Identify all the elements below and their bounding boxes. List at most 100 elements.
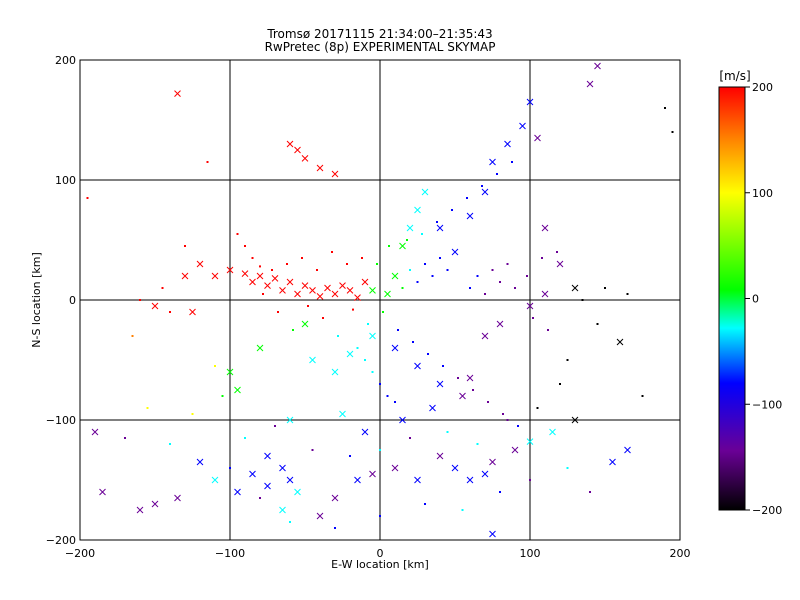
data-point-dot [476, 443, 479, 445]
data-point-x [354, 294, 361, 301]
data-point-x [279, 287, 286, 294]
data-point-dot [446, 431, 449, 433]
data-point-dot [581, 299, 584, 301]
data-point-x [196, 260, 204, 268]
data-point-dot [244, 245, 246, 247]
data-point-dot [491, 269, 494, 271]
data-point-x [286, 140, 294, 148]
data-point-x [481, 332, 489, 340]
data-point-x [256, 344, 264, 352]
x-axis-label: E-W location [km] [331, 558, 429, 571]
data-point-dot [221, 395, 224, 397]
data-point-x [294, 488, 301, 496]
data-point-dot [517, 425, 519, 427]
data-point-dot [356, 347, 359, 349]
data-point-dot [364, 359, 366, 361]
data-point-dot [439, 257, 441, 259]
data-point-dot [361, 257, 363, 259]
data-point-dot [416, 281, 419, 283]
colorbar-tick-label: 100 [752, 187, 773, 200]
data-point-x [481, 188, 489, 196]
data-point-x [271, 275, 279, 282]
data-point-dot [409, 437, 411, 439]
data-point-x [436, 224, 444, 232]
y-tick-label: 200 [55, 54, 76, 67]
data-point-x [294, 290, 301, 298]
data-point-x [384, 290, 391, 298]
data-point-x [226, 368, 234, 376]
data-point-x [489, 458, 496, 466]
x-tick-label: 100 [520, 547, 541, 560]
data-point-dot [259, 265, 261, 268]
data-point-dot [461, 509, 464, 511]
data-point-dot [556, 251, 558, 253]
data-point-x [481, 470, 489, 478]
data-point-x [331, 494, 339, 502]
data-point-dot [481, 185, 483, 187]
data-point-x [91, 428, 99, 436]
data-point-dot [476, 275, 479, 277]
data-point-dot [124, 437, 126, 439]
data-point-x [466, 212, 474, 220]
data-point-dot [346, 263, 348, 265]
data-point-dot [244, 437, 246, 439]
data-point-x [264, 282, 271, 289]
y-tick-label: −100 [46, 414, 76, 427]
data-point-x [99, 488, 106, 496]
data-point-dot [532, 317, 534, 319]
data-point-dot [487, 401, 489, 403]
data-point-dot [671, 131, 674, 133]
colorbar-ticks: 200 100 0 −100 −200 [745, 81, 782, 517]
data-point-x [624, 446, 631, 454]
colorbar-tick-label: 0 [752, 293, 759, 306]
data-point-x [324, 284, 331, 292]
data-point-x [331, 368, 339, 376]
data-point-dot [559, 383, 561, 385]
data-point-x [234, 386, 241, 394]
data-point-dot [641, 395, 644, 397]
data-point-dot [271, 269, 273, 271]
data-point-x [414, 476, 421, 484]
data-point-x [309, 287, 316, 294]
data-point-dot [316, 269, 318, 271]
data-point-x [361, 428, 369, 436]
x-tick-label: 200 [670, 547, 691, 560]
data-point-x [234, 488, 241, 496]
data-point-dot [421, 233, 423, 235]
data-point-dot [251, 257, 254, 259]
data-point-dot [451, 209, 453, 211]
x-tick-label: 0 [377, 547, 384, 560]
data-point-dot [541, 257, 543, 259]
data-point-x [181, 272, 189, 280]
data-point-dot [376, 263, 378, 265]
data-point-dot [511, 161, 513, 163]
data-point-x [466, 476, 474, 484]
data-point-dot [472, 389, 474, 391]
data-point-x [504, 140, 511, 148]
data-point-dot [506, 419, 509, 421]
data-point-dot [484, 293, 486, 295]
data-point-x [301, 282, 309, 289]
data-point-x [571, 284, 579, 292]
data-point-x [196, 458, 204, 466]
data-point-dot [397, 329, 399, 331]
data-point-dot [86, 197, 89, 199]
colorbar-tick-label: −200 [752, 504, 782, 517]
data-point-dot [406, 239, 408, 241]
data-point-dot [394, 401, 396, 403]
data-point-dot [352, 308, 354, 311]
data-point-x [556, 260, 564, 268]
data-point-x [301, 320, 309, 328]
data-point-x [286, 416, 294, 424]
data-point-x [406, 224, 414, 232]
chart-title: Tromsø 20171115 21:34:00–21:35:43 [266, 27, 492, 41]
data-point-dot [457, 377, 459, 379]
colorbar-tick-label: −100 [752, 398, 782, 411]
data-point-dot [596, 323, 599, 325]
data-point-dot [442, 365, 444, 367]
data-point-x [511, 446, 519, 454]
data-point-x [466, 374, 474, 382]
data-point-dot [626, 293, 629, 295]
colorbar [718, 86, 746, 511]
